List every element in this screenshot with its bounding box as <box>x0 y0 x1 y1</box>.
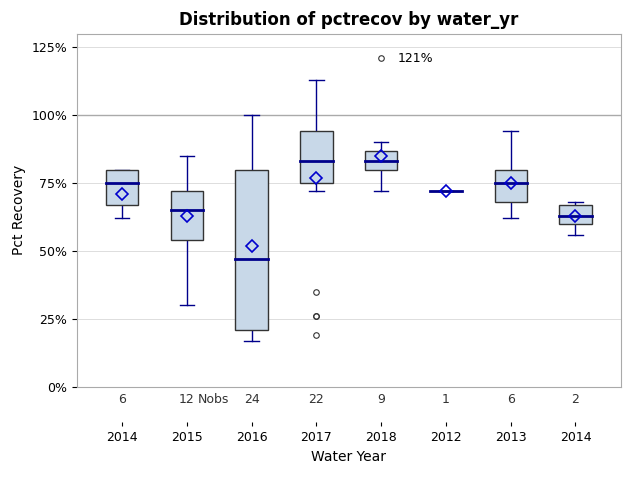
FancyBboxPatch shape <box>365 151 397 169</box>
FancyBboxPatch shape <box>236 169 268 330</box>
Title: Distribution of pctrecov by water_yr: Distribution of pctrecov by water_yr <box>179 11 518 29</box>
FancyBboxPatch shape <box>559 205 591 224</box>
Text: 12: 12 <box>179 393 195 406</box>
Text: 9: 9 <box>377 393 385 406</box>
Y-axis label: Pct Recovery: Pct Recovery <box>12 165 26 255</box>
Text: 121%: 121% <box>397 51 433 65</box>
FancyBboxPatch shape <box>171 192 203 240</box>
Text: Nobs: Nobs <box>198 393 229 406</box>
Text: 6: 6 <box>118 393 126 406</box>
FancyBboxPatch shape <box>106 169 138 205</box>
X-axis label: Water Year: Water Year <box>311 450 387 464</box>
Text: 22: 22 <box>308 393 324 406</box>
Text: 24: 24 <box>244 393 260 406</box>
Text: 1: 1 <box>442 393 450 406</box>
Text: 2: 2 <box>572 393 579 406</box>
FancyBboxPatch shape <box>495 169 527 202</box>
Text: 6: 6 <box>507 393 515 406</box>
FancyBboxPatch shape <box>300 132 333 183</box>
